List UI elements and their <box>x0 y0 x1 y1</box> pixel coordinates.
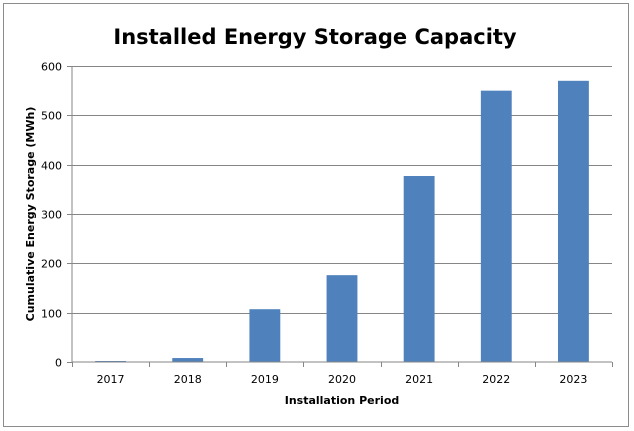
y-tick-label: 500 <box>41 110 62 123</box>
y-tick-label: 400 <box>41 160 62 173</box>
y-tick-label: 200 <box>41 258 62 271</box>
x-tick-label: 2020 <box>328 373 356 386</box>
y-tick-label: 300 <box>41 209 62 222</box>
x-tick-label: 2021 <box>405 373 433 386</box>
x-tick-label: 2017 <box>97 373 125 386</box>
bar-2022 <box>480 90 512 363</box>
y-tick-labels: 0 100 200 300 400 500 600 <box>41 61 72 370</box>
x-tick-label: 2019 <box>251 373 279 386</box>
x-tick-labels: 2017 2018 2019 2020 2021 2022 2023 <box>72 362 613 386</box>
x-axis-label: Installation Period <box>285 394 400 407</box>
x-tick-label: 2018 <box>174 373 202 386</box>
bar-2018 <box>172 358 204 362</box>
bar-2021 <box>403 176 435 362</box>
gridlines <box>72 66 612 314</box>
chart-title: Installed Energy Storage Capacity <box>113 25 517 49</box>
bar-2019 <box>249 309 281 362</box>
x-tick-label: 2023 <box>559 373 587 386</box>
bars <box>95 80 589 363</box>
x-tick-label: 2022 <box>482 373 510 386</box>
y-tick-label: 0 <box>55 357 62 370</box>
bar-2020 <box>326 275 358 362</box>
y-tick-label: 100 <box>41 308 62 321</box>
y-axis-label: Cumulative Energy Storage (MWh) <box>24 107 37 322</box>
bar-2023 <box>558 80 589 363</box>
y-tick-label: 600 <box>41 61 62 74</box>
